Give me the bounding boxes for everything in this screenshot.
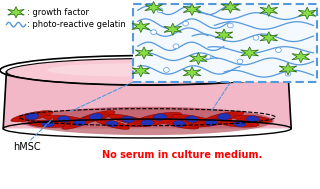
Ellipse shape (197, 119, 225, 126)
Ellipse shape (141, 120, 154, 126)
Ellipse shape (210, 113, 238, 121)
Ellipse shape (234, 121, 246, 127)
Ellipse shape (108, 114, 148, 125)
Ellipse shape (90, 113, 102, 120)
Ellipse shape (183, 21, 188, 26)
Ellipse shape (153, 114, 167, 120)
Text: hMSC: hMSC (13, 143, 40, 152)
Ellipse shape (151, 30, 156, 35)
Ellipse shape (106, 121, 118, 127)
Ellipse shape (165, 120, 193, 128)
Ellipse shape (122, 116, 134, 123)
Ellipse shape (127, 119, 168, 127)
Ellipse shape (133, 120, 162, 126)
Ellipse shape (227, 121, 253, 126)
Polygon shape (279, 63, 297, 75)
Ellipse shape (83, 112, 109, 121)
Ellipse shape (62, 116, 98, 129)
Text: : growth factor: : growth factor (27, 8, 89, 17)
Ellipse shape (20, 107, 274, 135)
Ellipse shape (246, 116, 259, 122)
Polygon shape (215, 29, 233, 41)
Polygon shape (241, 47, 259, 59)
Ellipse shape (138, 112, 182, 122)
Ellipse shape (164, 68, 169, 72)
Ellipse shape (228, 23, 233, 28)
Ellipse shape (34, 121, 62, 127)
Polygon shape (132, 20, 150, 33)
Ellipse shape (221, 120, 259, 127)
Ellipse shape (50, 116, 78, 122)
Ellipse shape (178, 116, 206, 122)
Ellipse shape (74, 119, 86, 126)
Polygon shape (183, 3, 201, 15)
Polygon shape (145, 2, 163, 14)
Ellipse shape (205, 119, 218, 125)
Polygon shape (8, 7, 24, 18)
Ellipse shape (172, 115, 212, 124)
Ellipse shape (160, 119, 199, 129)
Ellipse shape (237, 59, 243, 64)
Ellipse shape (240, 116, 266, 122)
Ellipse shape (276, 48, 281, 53)
Ellipse shape (145, 114, 175, 121)
Ellipse shape (234, 115, 272, 123)
Ellipse shape (157, 8, 163, 13)
Ellipse shape (253, 35, 259, 40)
Polygon shape (164, 23, 182, 35)
Ellipse shape (58, 116, 70, 122)
FancyBboxPatch shape (133, 4, 317, 82)
Polygon shape (292, 51, 310, 63)
Polygon shape (298, 7, 316, 19)
Ellipse shape (173, 44, 179, 49)
Ellipse shape (11, 111, 53, 122)
Polygon shape (260, 32, 278, 44)
Ellipse shape (218, 113, 230, 120)
Ellipse shape (44, 115, 84, 123)
Ellipse shape (77, 111, 115, 123)
Ellipse shape (100, 120, 124, 128)
Ellipse shape (6, 59, 288, 85)
Ellipse shape (114, 115, 142, 123)
Polygon shape (3, 72, 291, 129)
Polygon shape (189, 53, 207, 65)
Ellipse shape (94, 118, 130, 129)
Ellipse shape (27, 120, 69, 127)
Polygon shape (135, 47, 153, 59)
Ellipse shape (205, 54, 211, 59)
Ellipse shape (26, 113, 38, 120)
Text: : photo-reactive gelatin: : photo-reactive gelatin (27, 20, 126, 29)
Ellipse shape (285, 71, 291, 76)
Ellipse shape (17, 112, 47, 120)
Ellipse shape (67, 118, 93, 127)
Polygon shape (132, 65, 150, 77)
Ellipse shape (191, 118, 231, 127)
Ellipse shape (204, 111, 244, 122)
Polygon shape (260, 4, 278, 16)
Ellipse shape (186, 116, 198, 122)
Ellipse shape (42, 121, 54, 127)
Polygon shape (221, 1, 239, 13)
Ellipse shape (173, 121, 185, 127)
Ellipse shape (47, 63, 216, 77)
Polygon shape (183, 67, 201, 79)
Polygon shape (10, 72, 285, 125)
Text: No serum in culture medium.: No serum in culture medium. (102, 150, 263, 160)
